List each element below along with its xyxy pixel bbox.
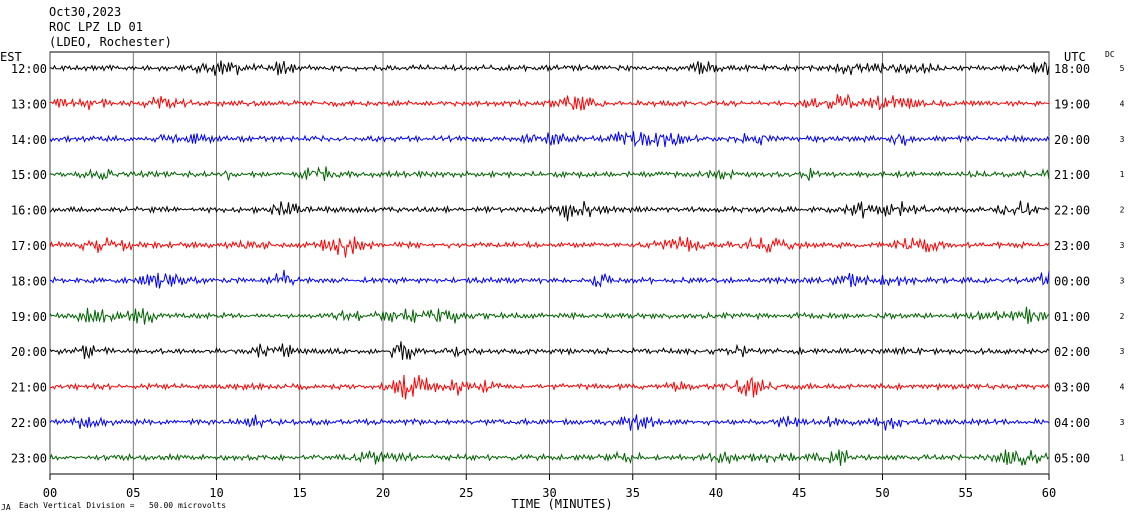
est-hour-label: 16:00 <box>11 204 47 218</box>
utc-hour-label: 03:00 <box>1054 381 1090 395</box>
utc-hour-label: 19:00 <box>1054 97 1090 111</box>
dc-value: 5 <box>1120 64 1125 73</box>
scale-note: Each Vertical Division = 50.00 microvolt… <box>19 501 226 510</box>
est-hour-label: 14:00 <box>11 133 47 147</box>
x-axis-label: TIME (MINUTES) <box>511 497 612 511</box>
utc-hour-label: 05:00 <box>1054 451 1090 465</box>
seismic-trace <box>50 93 1050 111</box>
x-tick-label: 10 <box>209 486 223 500</box>
utc-hour-label: 22:00 <box>1054 204 1090 218</box>
est-axis-label: EST <box>0 50 22 64</box>
x-tick-label: 05 <box>126 486 140 500</box>
est-hour-label: 15:00 <box>11 168 47 182</box>
est-hour-label: 19:00 <box>11 310 47 324</box>
network-name: (LDEO, Rochester) <box>49 35 172 49</box>
trace-group <box>49 60 1050 466</box>
footer-mark: JA <box>1 503 11 512</box>
dc-column-label: DC <box>1105 50 1115 59</box>
seismic-trace <box>49 306 1050 325</box>
x-tick-label: 35 <box>626 486 640 500</box>
est-hour-label: 17:00 <box>11 239 47 253</box>
x-tick-label: 30 <box>542 486 556 500</box>
est-hour-label: 12:00 <box>11 62 47 76</box>
utc-hour-label: 21:00 <box>1054 168 1090 182</box>
x-tick-label: 00 <box>43 486 57 500</box>
seismic-trace <box>49 60 1050 76</box>
est-hour-label: 21:00 <box>11 381 47 395</box>
est-hour-label: 20:00 <box>11 345 47 359</box>
seismic-trace <box>49 449 1050 466</box>
est-hour-label: 13:00 <box>11 97 47 111</box>
x-tick-labels: 00 05 10 15 20 25 30 35 40 45 50 55 60 <box>43 486 1056 500</box>
dc-value: 4 <box>1120 383 1125 392</box>
seismic-trace <box>49 414 1050 431</box>
seismic-trace <box>49 374 1050 400</box>
utc-hour-label: 18:00 <box>1054 62 1090 76</box>
utc-hour-label: 00:00 <box>1054 274 1090 288</box>
row-labels: 12:00 18:00 513:00 19:00 414:00 20:00 315:00 21… <box>11 62 1125 465</box>
x-tick-label: 60 <box>1042 486 1056 500</box>
recording-date: Oct30,2023 <box>49 5 121 19</box>
dc-value: 3 <box>1120 347 1125 356</box>
utc-hour-label: 20:00 <box>1054 133 1090 147</box>
dc-value: 3 <box>1120 418 1125 427</box>
dc-value: 1 <box>1120 453 1125 462</box>
seismic-trace <box>49 341 1050 360</box>
dc-value: 2 <box>1120 312 1125 321</box>
x-tick-label: 40 <box>709 486 723 500</box>
dc-value: 2 <box>1120 206 1125 215</box>
utc-hour-label: 04:00 <box>1054 416 1090 430</box>
dc-value: 3 <box>1120 241 1125 250</box>
x-tick-label: 45 <box>792 486 806 500</box>
seismic-trace <box>49 166 1050 181</box>
dc-value: 3 <box>1120 135 1125 144</box>
est-hour-label: 18:00 <box>11 274 47 288</box>
utc-hour-label: 02:00 <box>1054 345 1090 359</box>
x-tick-label: 55 <box>959 486 973 500</box>
x-tick-label: 20 <box>376 486 390 500</box>
est-hour-label: 22:00 <box>11 416 47 430</box>
seismic-trace <box>49 200 1050 222</box>
dc-value: 1 <box>1120 170 1125 179</box>
utc-hour-label: 23:00 <box>1054 239 1090 253</box>
x-tick-label: 50 <box>875 486 889 500</box>
station-name: ROC LPZ LD 01 <box>49 20 143 34</box>
seismic-trace <box>49 131 1050 148</box>
utc-hour-label: 01:00 <box>1054 310 1090 324</box>
x-tick-label: 15 <box>293 486 307 500</box>
est-hour-label: 23:00 <box>11 451 47 465</box>
x-tick-label: 25 <box>459 486 473 500</box>
utc-axis-label: UTC <box>1064 50 1086 64</box>
dc-value: 3 <box>1120 276 1125 285</box>
seismic-trace <box>49 269 1050 289</box>
seismic-trace <box>49 236 1050 258</box>
dc-value: 4 <box>1120 99 1125 108</box>
plot-grid <box>49 51 1050 480</box>
